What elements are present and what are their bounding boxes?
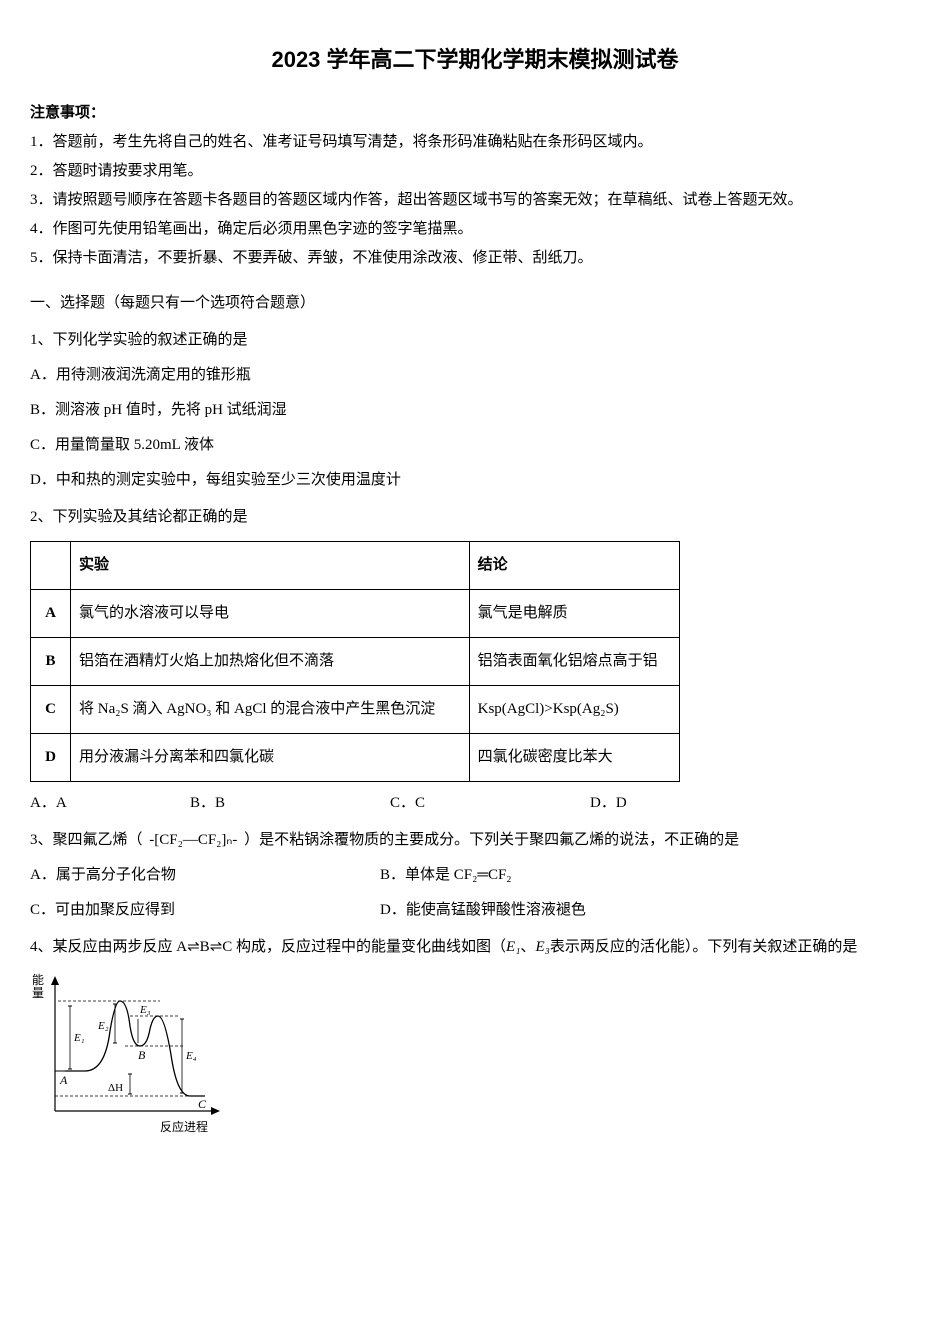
q1-option-d: D．中和热的测定实验中，每组实验至少三次使用温度计 xyxy=(30,467,920,494)
q2-table: 实验 结论 A 氯气的水溶液可以导电 氯气是电解质 B 铝箔在酒精灯火焰上加热熔… xyxy=(30,541,680,782)
energy-curve-svg: 能 量 A B C E₁ E₂ E₃ E₄ ΔH 反应进程 xyxy=(30,971,230,1141)
q4-prompt-post: 表示两反应的活化能）。下列有关叙述正确的是 xyxy=(550,939,858,955)
table-row: B 铝箔在酒精灯火焰上加热熔化但不滴落 铝箔表面氧化铝熔点高于铝 xyxy=(31,637,680,685)
diagram-label-A: A xyxy=(59,1073,68,1087)
row-label-b: B xyxy=(31,637,71,685)
row-exp-b: 铝箔在酒精灯火焰上加热熔化但不滴落 xyxy=(71,637,470,685)
row-label-d: D xyxy=(31,733,71,781)
q4-prompt-pre: 4、某反应由两步反应 A xyxy=(30,939,187,955)
q4-energy-diagram: 能 量 A B C E₁ E₂ E₃ E₄ ΔH 反应进程 xyxy=(30,971,230,1141)
table-header-exp: 实验 xyxy=(71,541,470,589)
q4-arrow2: ⇌ xyxy=(210,939,223,955)
table-row: A 氯气的水溶液可以导电 氯气是电解质 xyxy=(31,589,680,637)
q3-option-b: B．单体是 CF₂═CF₂ xyxy=(380,862,512,889)
row-concl-d: 四氯化碳密度比苯大 xyxy=(469,733,679,781)
row-label-a: A xyxy=(31,589,71,637)
q3-option-d: D．能使高锰酸钾酸性溶液褪色 xyxy=(380,897,586,924)
notice-item: 3．请按照题号顺序在答题卡各题目的答题区域内作答，超出答题区域书写的答案无效；在… xyxy=(30,187,920,214)
section-1-heading: 一、选择题（每题只有一个选项符合题意） xyxy=(30,290,920,317)
notice-item: 4．作图可先使用铅笔画出，确定后必须用黑色字迹的签字笔描黑。 xyxy=(30,216,920,243)
q4-sep: 、 xyxy=(520,939,535,955)
q2-option-d: D．D xyxy=(590,790,627,817)
diagram-label-C: C xyxy=(198,1097,207,1111)
diagram-y-label: 能 xyxy=(32,973,44,987)
notice-item: 2．答题时请按要求用笔。 xyxy=(30,158,920,185)
diagram-label-B: B xyxy=(138,1048,146,1062)
notice-heading: 注意事项： xyxy=(30,100,920,127)
q1-option-b: B．测溶液 pH 值时，先将 pH 试纸润湿 xyxy=(30,397,920,424)
diagram-x-label: 反应进程 xyxy=(160,1119,208,1134)
row-exp-c: 将 Na₂S 滴入 AgNO₃ 和 AgCl 的混合液中产生黑色沉淀 xyxy=(71,685,470,733)
q1-option-c: C．用量筒量取 5.20mL 液体 xyxy=(30,432,920,459)
q2-option-c: C．C xyxy=(390,790,590,817)
question-4-prompt: 4、某反应由两步反应 A⇌B⇌C 构成，反应过程中的能量变化曲线如图（E₁、E₃… xyxy=(30,934,920,961)
diagram-label-E2: E₂ xyxy=(97,1020,109,1032)
table-row: C 将 Na₂S 滴入 AgNO₃ 和 AgCl 的混合液中产生黑色沉淀 Ksp… xyxy=(31,685,680,733)
question-1-prompt: 1、下列化学实验的叙述正确的是 xyxy=(30,327,920,354)
q3-formula: -[CF₂—CF₂]ₙ- xyxy=(146,827,240,854)
row-label-c: C xyxy=(31,685,71,733)
diagram-label-E1: E₁ xyxy=(73,1032,85,1044)
row-exp-d: 用分液漏斗分离苯和四氯化碳 xyxy=(71,733,470,781)
question-3-prompt: 3、聚四氟乙烯（ -[CF₂—CF₂]ₙ- ）是不粘锅涂覆物质的主要成分。下列关… xyxy=(30,827,920,854)
diagram-label-E4: E₄ xyxy=(185,1050,197,1062)
notice-item: 5．保持卡面清洁，不要折暴、不要弄破、弄皱，不准使用涂改液、修正带、刮纸刀。 xyxy=(30,245,920,272)
q4-mid1: B xyxy=(200,939,210,955)
q3-prompt-post: ）是不粘锅涂覆物质的主要成分。下列关于聚四氟乙烯的说法，不正确的是 xyxy=(244,832,739,848)
q4-prompt-mid: C 构成，反应过程中的能量变化曲线如图（ xyxy=(222,939,506,955)
diagram-label-dH: ΔH xyxy=(108,1082,123,1094)
row-concl-a: 氯气是电解质 xyxy=(469,589,679,637)
q4-arrow1: ⇌ xyxy=(187,939,200,955)
q2-option-a: A．A xyxy=(30,790,190,817)
question-2-prompt: 2、下列实验及其结论都正确的是 xyxy=(30,504,920,531)
row-concl-b: 铝箔表面氧化铝熔点高于铝 xyxy=(469,637,679,685)
row-concl-c: Ksp(AgCl)>Ksp(Ag₂S) xyxy=(469,685,679,733)
diagram-label-E3: E₃ xyxy=(139,1004,151,1016)
svg-text:量: 量 xyxy=(32,986,44,1000)
q3-option-a: A．属于高分子化合物 xyxy=(30,862,380,889)
q1-option-a: A．用待测液润洗滴定用的锥形瓶 xyxy=(30,362,920,389)
q2-options: A．A B．B C．C D．D xyxy=(30,790,920,817)
q4-E1: E₁ xyxy=(506,939,520,955)
q4-E3: E₃ xyxy=(535,939,549,955)
table-header-blank xyxy=(31,541,71,589)
q2-option-b: B．B xyxy=(190,790,390,817)
exam-title: 2023 学年高二下学期化学期末模拟测试卷 xyxy=(30,40,920,80)
row-exp-a: 氯气的水溶液可以导电 xyxy=(71,589,470,637)
table-header-concl: 结论 xyxy=(469,541,679,589)
notice-item: 1．答题前，考生先将自己的姓名、准考证号码填写清楚，将条形码准确粘贴在条形码区域… xyxy=(30,129,920,156)
table-row: D 用分液漏斗分离苯和四氯化碳 四氯化碳密度比苯大 xyxy=(31,733,680,781)
q3-option-c: C．可由加聚反应得到 xyxy=(30,897,380,924)
q3-prompt-pre: 3、聚四氟乙烯（ xyxy=(30,832,143,848)
